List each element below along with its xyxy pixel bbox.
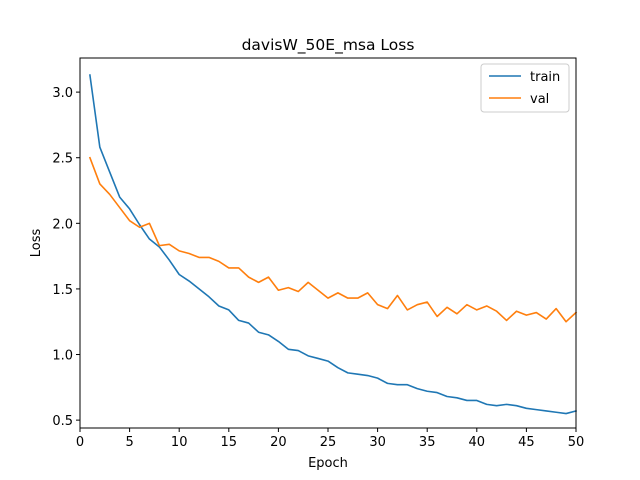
x-tick-label: 30: [369, 435, 386, 450]
x-tick-label: 25: [320, 435, 337, 450]
y-axis: 0.5 1.0 1.5 2.0 2.5 3.0: [52, 86, 80, 429]
y-tick-label: 1.0: [52, 349, 73, 364]
x-tick-label: 40: [469, 435, 486, 450]
legend: train val: [480, 63, 570, 113]
y-tick-label: 0.5: [52, 414, 73, 429]
series-layer: [88, 74, 578, 415]
series-line-val: [88, 156, 578, 323]
chart-title: davisW_50E_msa Loss: [242, 36, 415, 55]
x-axis: 0 5 10 15 20 25 30 35 40 45 50: [76, 428, 584, 450]
y-tick-label: 3.0: [52, 86, 73, 101]
x-tick-label: 35: [419, 435, 436, 450]
x-tick-label: 10: [171, 435, 188, 450]
x-axis-label: Epoch: [308, 456, 348, 471]
series-line-train: [89, 74, 577, 415]
x-tick-label: 50: [568, 435, 585, 450]
legend-train-label: train: [530, 70, 560, 85]
x-tick-label: 0: [76, 435, 84, 450]
y-tick-label: 2.0: [52, 217, 73, 232]
x-tick-label: 15: [221, 435, 238, 450]
x-tick-label: 5: [125, 435, 133, 450]
y-tick-label: 1.5: [52, 283, 73, 298]
x-tick-label: 20: [270, 435, 287, 450]
legend-val-label: val: [530, 92, 549, 107]
y-tick-label: 2.5: [52, 152, 73, 167]
y-axis-label: Loss: [29, 229, 44, 258]
x-tick-label: 45: [518, 435, 535, 450]
